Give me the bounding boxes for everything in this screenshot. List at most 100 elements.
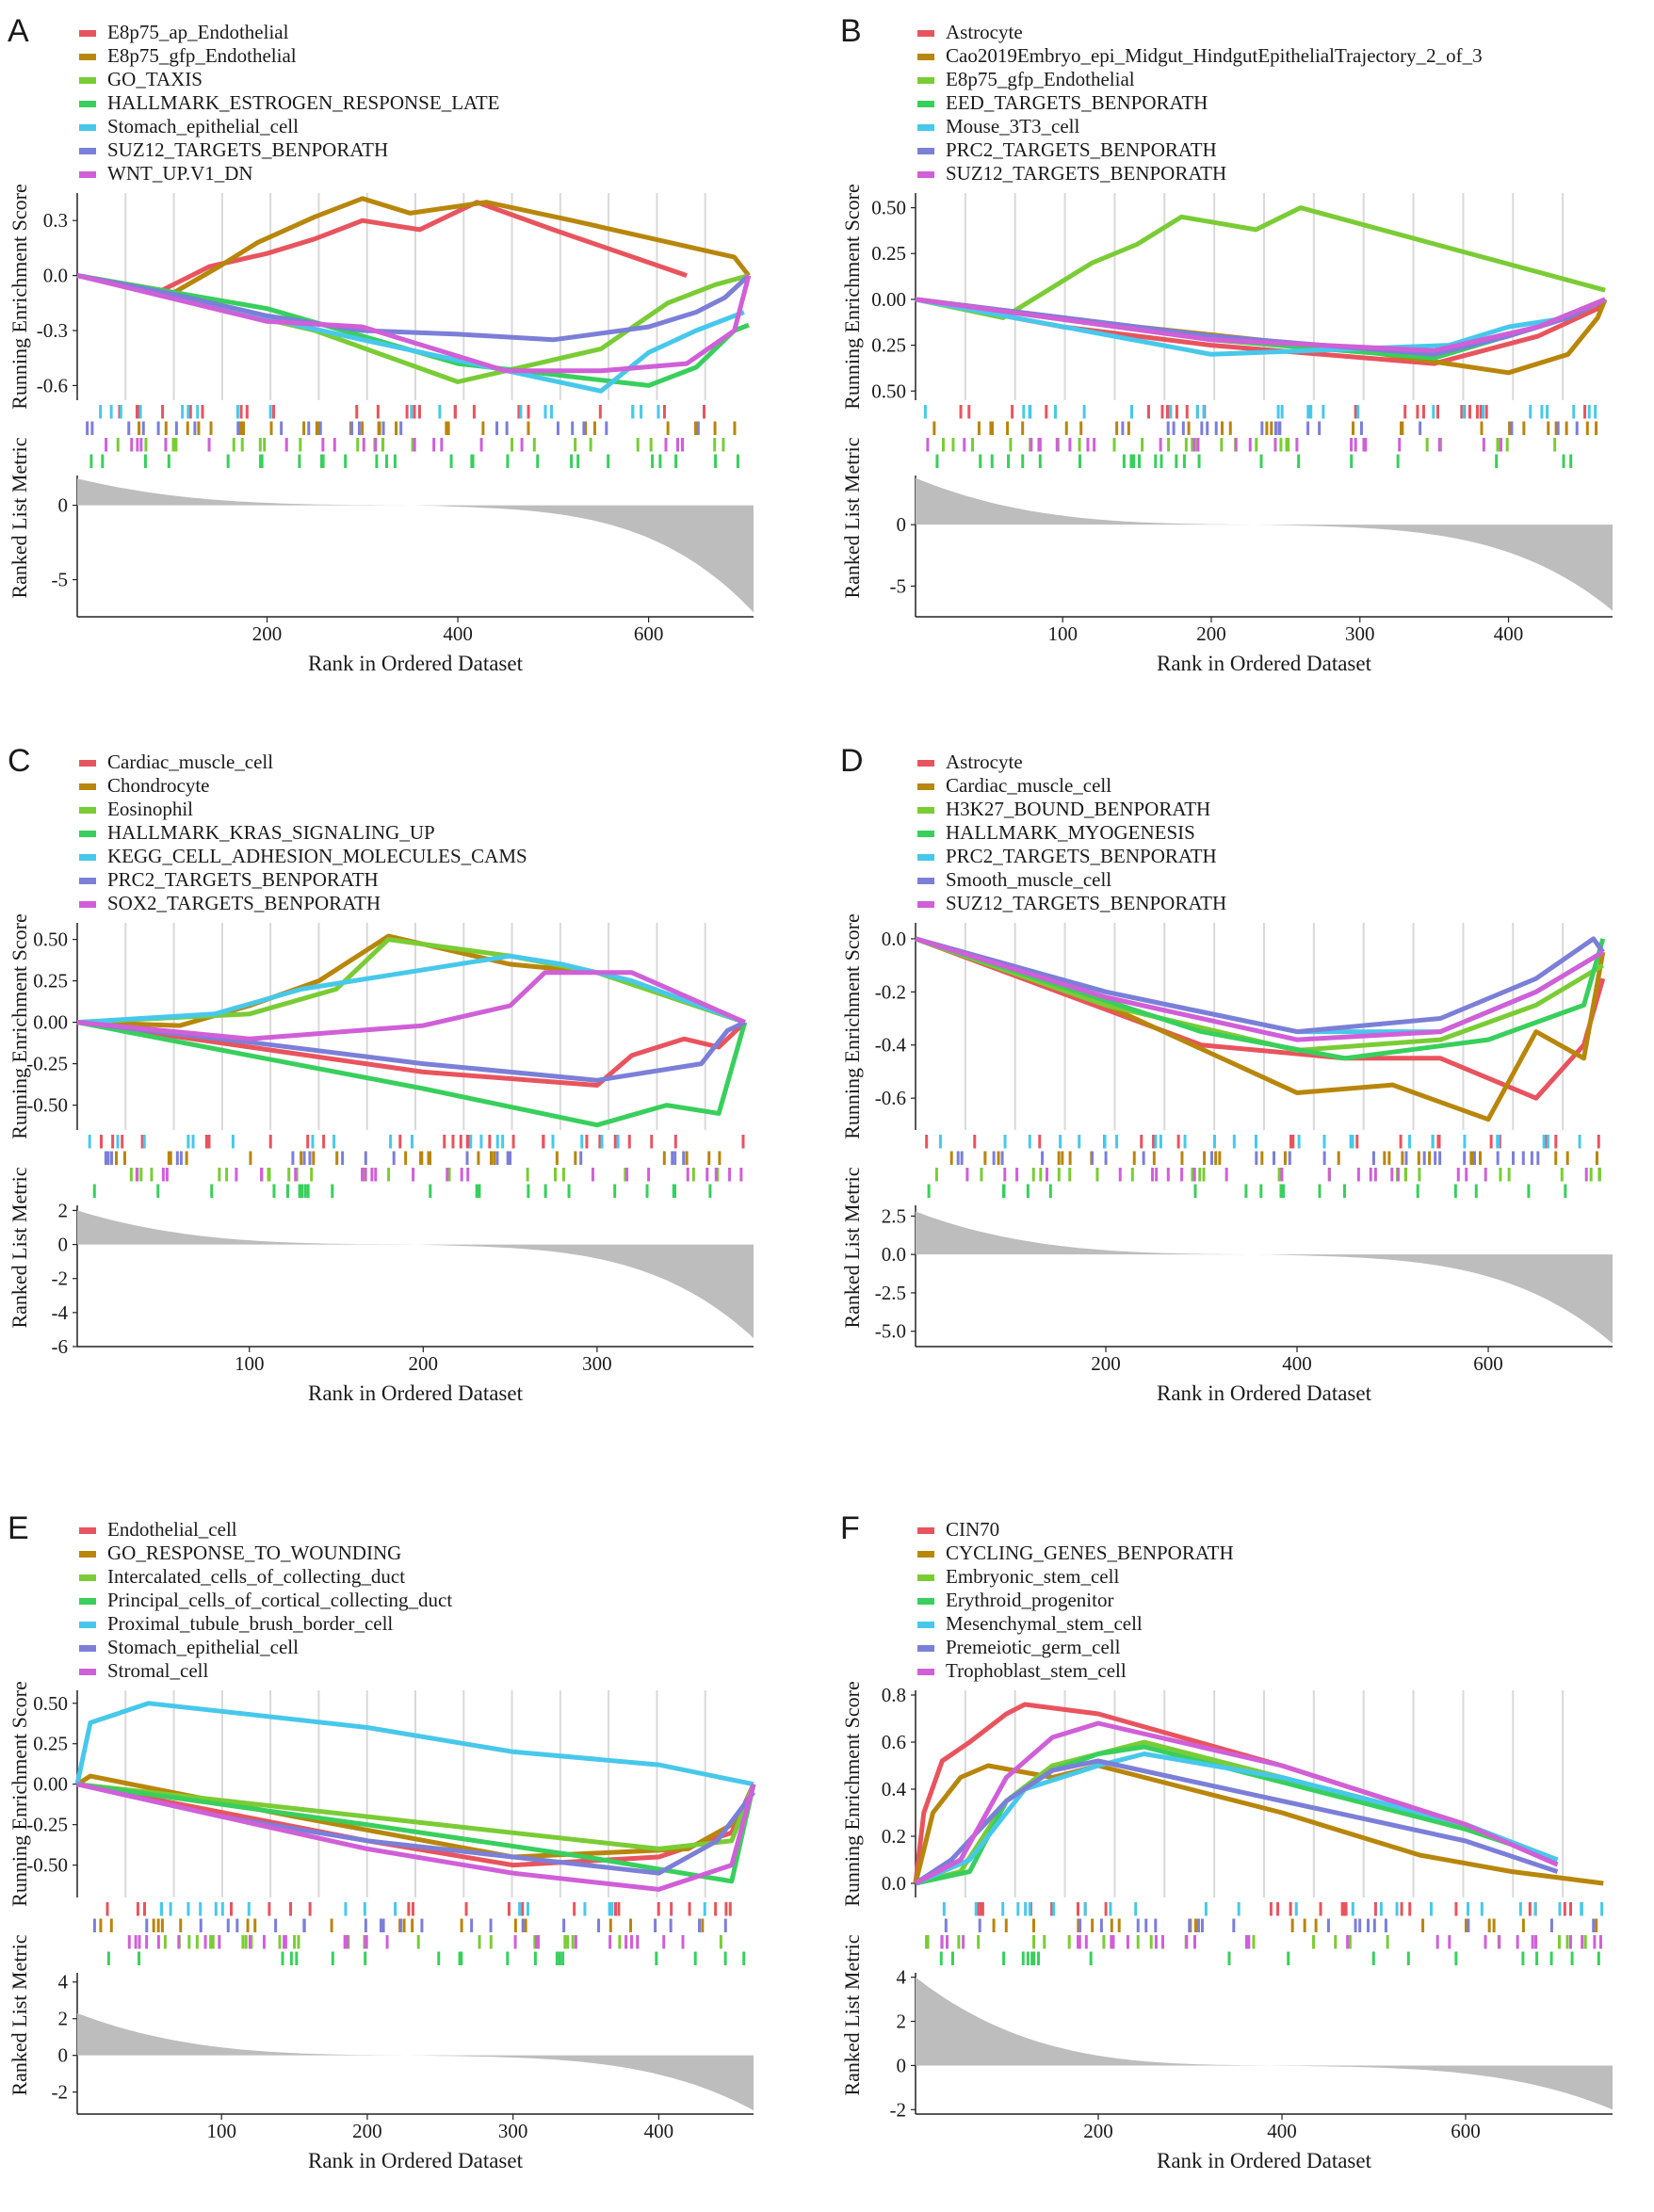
legend-swatch <box>79 854 96 861</box>
legend-entry: PRC2_TARGETS_BENPORATH <box>946 845 1217 867</box>
legend-entry: Chondrocyte <box>107 774 209 797</box>
es-series-line <box>914 1720 1559 1886</box>
legend-swatch <box>917 1645 934 1652</box>
x-tick-label: 600 <box>1451 2120 1481 2142</box>
es-series-line <box>915 936 1606 1061</box>
es-series-line <box>915 936 1605 1042</box>
legend-swatch <box>917 77 934 84</box>
es-tick-label: -0.6 <box>37 374 68 396</box>
metric-tick-label: 4 <box>58 1971 69 1994</box>
legend-swatch <box>917 831 934 837</box>
legend-swatch <box>79 901 96 908</box>
legend-swatch <box>79 807 96 814</box>
legend-entry: Astrocyte <box>946 751 1023 773</box>
metric-axis-label: Ranked List Metric <box>8 437 31 598</box>
es-series-line <box>76 200 688 293</box>
x-tick-label: 400 <box>1494 622 1524 645</box>
es-series-line <box>915 936 1605 1035</box>
es-tick-label: 0.25 <box>871 334 906 357</box>
metric-tick-label: -2.5 <box>875 1282 906 1304</box>
legend-entry: Premeiotic_germ_cell <box>946 1636 1121 1658</box>
ranked-metric-area <box>77 2012 754 2111</box>
legend-entry: SUZ12_TARGETS_BENPORATH <box>946 892 1226 914</box>
es-series-line <box>76 196 751 297</box>
metric-tick-label: -5.0 <box>875 1320 906 1343</box>
legend-entry: Embryonic_stem_cell <box>946 1565 1119 1588</box>
panel-d: D AstrocyteCardiac_muscle_cellH3K27_BOUND… <box>840 743 1613 1405</box>
legend-entry: Cardiac_muscle_cell <box>946 774 1111 797</box>
x-tick-label: 300 <box>582 1352 612 1375</box>
legend-entry: GO_RESPONSE_TO_WOUNDING <box>107 1542 401 1564</box>
metric-tick-label: 0 <box>58 1234 69 1256</box>
legend-entry: Astrocyte <box>946 21 1023 43</box>
metric-tick-label: 0.0 <box>882 1243 906 1266</box>
es-axis-label: Running Enrichment Score <box>840 184 864 410</box>
metric-axis-label: Ranked List Metric <box>8 1167 31 1328</box>
metric-tick-label: -5 <box>890 574 907 597</box>
legend-entry: HALLMARK_KRAS_SIGNALING_UP <box>107 821 435 844</box>
metric-tick-label: 2 <box>897 2010 907 2033</box>
es-series-line <box>76 1020 748 1128</box>
legend-swatch <box>79 1598 96 1605</box>
metric-axis-label: Ranked List Metric <box>840 1167 864 1328</box>
x-tick-label: 600 <box>1473 1352 1503 1375</box>
metric-tick-label: -4 <box>52 1301 69 1324</box>
legend-entry: Stromal_cell <box>107 1659 208 1682</box>
legend-swatch <box>917 783 934 790</box>
legend-entry: CIN70 <box>946 1518 999 1541</box>
x-tick-label: 200 <box>252 622 283 645</box>
x-tick-label: 200 <box>352 2120 382 2142</box>
legend-swatch <box>79 77 96 84</box>
ranked-metric-area <box>77 478 754 613</box>
legend-swatch <box>917 30 934 37</box>
legend-entry: Stomach_epithelial_cell <box>107 115 299 137</box>
es-tick-label: -0.50 <box>26 1094 68 1117</box>
es-series-line <box>915 936 1606 1122</box>
legend-swatch <box>79 760 96 767</box>
metric-tick-label: 0 <box>58 2044 69 2067</box>
es-tick-label: 0.6 <box>882 1731 906 1753</box>
legend-entry: HALLMARK_MYOGENESIS <box>946 821 1195 844</box>
legend-swatch <box>79 1645 96 1652</box>
es-axis-label: Running Enrichment Score <box>840 1681 864 1907</box>
legend-swatch <box>917 171 934 178</box>
es-series-line <box>76 1782 756 1851</box>
legend-swatch <box>917 1574 934 1581</box>
legend-swatch <box>917 878 934 884</box>
es-tick-label: -0.25 <box>26 1814 68 1836</box>
x-tick-label: 200 <box>1196 622 1226 645</box>
metric-tick-label: -6 <box>52 1335 69 1358</box>
legend-swatch <box>79 171 96 178</box>
es-series-line <box>76 1782 756 1892</box>
es-tick-label: 0.25 <box>33 1733 68 1755</box>
legend-swatch <box>79 783 96 790</box>
legend-swatch <box>917 901 934 908</box>
legend-swatch <box>917 1622 934 1628</box>
es-series-line <box>76 953 746 1025</box>
legend-swatch <box>79 30 96 37</box>
legend-swatch <box>79 1622 96 1628</box>
legend-entry: Cardiac_muscle_cell <box>107 751 273 773</box>
es-series-line <box>76 1782 756 1884</box>
x-axis-label: Rank in Ordered Dataset <box>308 1381 524 1405</box>
panel-label: F <box>840 1510 860 1546</box>
legend-entry: Mouse_3T3_cell <box>946 115 1079 137</box>
panel-a: A E8p75_ap_EndothelialE8p75_gfp_Endotheli… <box>8 13 754 675</box>
panel-label: E <box>8 1510 29 1546</box>
legend-entry: E8p75_gfp_Endothelial <box>107 44 297 67</box>
es-tick-label: -0.2 <box>875 980 906 1003</box>
legend-entry: Intercalated_cells_of_collecting_duct <box>107 1565 405 1588</box>
es-series-line <box>76 273 751 343</box>
legend-entry: Mesenchymal_stem_cell <box>946 1612 1143 1635</box>
legend-swatch <box>917 807 934 814</box>
metric-tick-label: -5 <box>52 569 69 591</box>
es-series-line <box>915 297 1607 353</box>
panel-e: E Endothelial_cellGO_RESPONSE_TO_WOUNDING… <box>8 1510 756 2172</box>
legend-swatch <box>79 101 96 107</box>
legend-swatch <box>917 148 934 154</box>
panel-b: B AstrocyteCao2019Embryo_epi_Midgut_Hindg… <box>840 13 1613 675</box>
x-tick-label: 400 <box>644 2120 674 2142</box>
metric-tick-label: 2 <box>58 1199 69 1221</box>
es-tick-label: 0.4 <box>882 1778 907 1800</box>
